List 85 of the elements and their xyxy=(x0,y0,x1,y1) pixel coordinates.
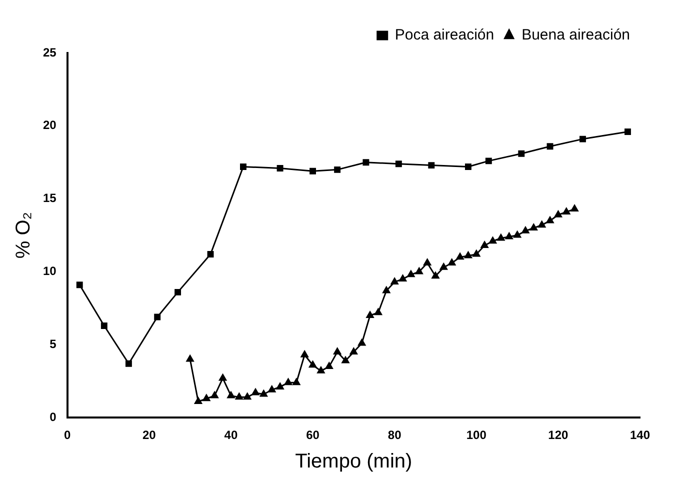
point xyxy=(456,252,464,260)
point xyxy=(350,348,358,354)
point xyxy=(207,251,214,258)
point xyxy=(240,164,246,170)
point xyxy=(505,232,513,240)
x-tick-label: 40 xyxy=(224,428,238,442)
point xyxy=(186,355,194,362)
point xyxy=(546,216,554,224)
point xyxy=(300,350,308,358)
point xyxy=(276,164,284,172)
point xyxy=(480,241,488,248)
point xyxy=(570,204,578,212)
point xyxy=(358,338,366,346)
point xyxy=(268,386,276,392)
point xyxy=(428,162,435,169)
point xyxy=(227,391,235,398)
y-tick-label: 5 xyxy=(50,336,57,351)
point xyxy=(580,136,586,142)
x-tick-label: 140 xyxy=(630,428,650,442)
legend-label: Buena aireación xyxy=(522,26,630,44)
point xyxy=(194,397,202,404)
x-tick-label: 60 xyxy=(306,428,320,442)
point xyxy=(310,168,316,174)
point xyxy=(174,288,182,296)
point xyxy=(362,159,370,166)
y-tick-label: 15 xyxy=(42,191,57,206)
point xyxy=(284,378,292,386)
point xyxy=(464,164,472,170)
x-tick-label: 100 xyxy=(466,428,487,442)
point xyxy=(334,348,342,354)
point xyxy=(432,272,440,279)
x-tick-label: 20 xyxy=(142,428,156,442)
point xyxy=(76,282,83,288)
x-tick-label: 120 xyxy=(548,428,569,442)
point xyxy=(395,160,402,168)
y-tick-label: 10 xyxy=(42,264,57,278)
point xyxy=(514,231,522,238)
point xyxy=(260,390,268,397)
point xyxy=(202,394,210,402)
point xyxy=(624,128,631,135)
point xyxy=(244,392,252,400)
point xyxy=(390,278,398,284)
point xyxy=(100,322,108,329)
point xyxy=(522,226,530,234)
point xyxy=(424,258,432,266)
y-axis-title: % O₂ xyxy=(12,212,35,259)
point xyxy=(407,270,415,278)
point xyxy=(562,208,570,214)
point xyxy=(398,274,407,282)
point xyxy=(538,220,546,228)
point xyxy=(374,308,382,316)
point xyxy=(554,210,562,218)
point xyxy=(219,374,227,381)
point xyxy=(472,250,480,257)
point xyxy=(308,360,317,368)
x-tick-label: 0 xyxy=(64,428,72,442)
point xyxy=(235,392,243,400)
point xyxy=(334,166,341,173)
point xyxy=(530,224,538,231)
point xyxy=(382,286,390,294)
x-axis-title: Tiempo (min) xyxy=(295,450,412,473)
point xyxy=(448,258,456,266)
point xyxy=(292,378,300,386)
point xyxy=(154,314,161,320)
point xyxy=(485,158,492,164)
legend-label: Poca aireación xyxy=(394,26,494,44)
point xyxy=(518,150,525,157)
y-tick-label: 25 xyxy=(42,45,57,60)
point xyxy=(276,382,284,390)
point xyxy=(546,143,554,150)
y-tick-label: 20 xyxy=(42,118,57,132)
point xyxy=(440,263,448,270)
point xyxy=(488,236,497,244)
x-tick-label: 80 xyxy=(388,428,402,442)
y-tick-label: 0 xyxy=(50,410,57,424)
point xyxy=(497,234,505,241)
point xyxy=(415,268,423,274)
point xyxy=(252,388,260,396)
point xyxy=(325,362,333,370)
point xyxy=(125,360,132,367)
point xyxy=(210,391,218,398)
point xyxy=(317,366,325,374)
point xyxy=(366,311,374,318)
point xyxy=(464,251,472,258)
point xyxy=(342,356,350,364)
